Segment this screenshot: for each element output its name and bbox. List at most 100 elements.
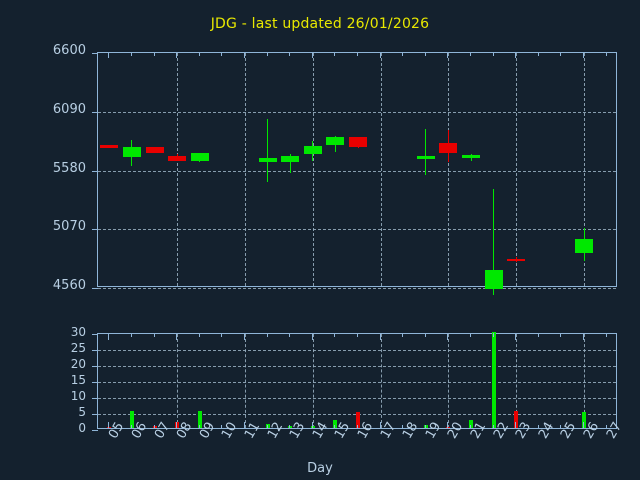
candle-body: [507, 258, 526, 261]
volume-bar: [175, 421, 180, 428]
day-gridline: [516, 334, 518, 428]
day-tick-mark-volume-top: [357, 333, 358, 337]
day-gridline: [312, 334, 314, 428]
candle-body: [484, 270, 503, 290]
day-gridline: [380, 334, 382, 428]
price-gridline: [98, 111, 616, 113]
volume-tick-mark: [92, 398, 98, 399]
price-gridline: [98, 170, 616, 172]
day-tick-mark-top: [605, 52, 607, 56]
day-gridline: [448, 53, 450, 286]
day-tick-mark-volume-top: [221, 333, 223, 337]
price-tick-label: 4560: [52, 278, 86, 293]
day-tick-mark-volume-bottom: [537, 425, 539, 429]
day-tick-mark-volume-top: [108, 333, 110, 340]
day-tick-mark-top: [221, 52, 223, 56]
day-tick-mark-volume-bottom: [583, 422, 585, 429]
volume-bar: [197, 411, 202, 428]
candle-body: [281, 155, 300, 162]
price-tick-mark: [92, 229, 98, 231]
day-tick-mark-volume-top: [311, 333, 313, 340]
volume-bar: [152, 426, 157, 428]
day-tick-mark-volume-bottom: [515, 422, 517, 429]
chart-title: JDG - last updated 26/01/2026: [210, 16, 430, 32]
volume-tick-mark: [92, 414, 98, 415]
price-plot-area: [92, 52, 617, 296]
day-tick-mark-top: [424, 52, 426, 56]
volume-tick-label: 0: [78, 421, 86, 435]
volume-bar: [265, 424, 270, 428]
volume-bar: [446, 426, 451, 428]
candle-body: [258, 157, 277, 163]
day-tick-mark-volume-top: [402, 333, 404, 337]
price-tick-label: 5070: [52, 219, 86, 235]
volume-tick-mark: [92, 430, 98, 431]
candle-body: [462, 154, 481, 159]
day-gridline: [177, 334, 179, 428]
candle-body: [145, 146, 164, 154]
candle-body: [326, 137, 345, 146]
day-tick-mark-volume-bottom: [605, 425, 607, 429]
day-tick-mark-volume-top: [243, 333, 245, 340]
volume-gridline: [98, 398, 616, 399]
day-gridline: [177, 53, 179, 286]
day-tick-mark-top: [447, 52, 449, 58]
volume-bar: [491, 332, 496, 428]
volume-bar: [288, 426, 293, 428]
day-gridline: [244, 53, 246, 286]
day-tick-mark-volume-bottom: [289, 425, 291, 429]
day-tick-mark-volume-bottom: [221, 425, 223, 429]
day-tick-mark-top: [289, 52, 291, 56]
volume-tick-label: 25: [70, 341, 86, 355]
day-tick-mark-top: [583, 52, 585, 58]
day-tick-mark-volume-top: [583, 333, 585, 340]
day-tick-mark-volume-top: [492, 333, 494, 337]
price-tick-label: 6090: [52, 101, 86, 117]
day-tick-mark-volume-top: [130, 333, 132, 337]
candle-body: [439, 143, 458, 154]
price-tick-mark: [92, 288, 98, 289]
price-gridline: [98, 288, 616, 289]
volume-bar: [356, 412, 360, 428]
candle-wick: [493, 188, 495, 296]
volume-bar: [333, 420, 338, 428]
day-gridline: [584, 334, 586, 428]
candle-body: [303, 146, 322, 155]
day-tick-mark-top: [515, 52, 517, 58]
day-tick-mark-top: [311, 52, 313, 58]
candle-wick: [425, 129, 427, 175]
day-tick-mark-volume-top: [379, 333, 381, 340]
day-tick-mark-top: [243, 52, 245, 58]
day-tick-mark-top: [108, 52, 110, 58]
day-tick-mark-volume-top: [605, 333, 607, 337]
candle-body: [168, 156, 187, 161]
day-tick-mark-top: [198, 52, 200, 56]
price-tick-mark: [92, 170, 98, 172]
volume-tick-label: 5: [78, 405, 86, 419]
volume-tick-label: 20: [70, 357, 86, 371]
day-tick-mark-volume-bottom: [198, 425, 200, 429]
day-tick-mark-volume-top: [537, 333, 539, 337]
volume-bar: [469, 420, 474, 428]
day-tick-mark-volume-top: [515, 333, 517, 340]
volume-tick-mark: [92, 382, 98, 383]
day-tick-mark-volume-top: [176, 333, 178, 340]
price-tick-label: 5580: [52, 160, 86, 176]
volume-tick-mark: [92, 350, 98, 351]
candle-body: [190, 153, 209, 162]
day-gridline: [312, 53, 314, 286]
volume-bar: [582, 412, 587, 428]
day-gridline: [244, 334, 246, 428]
day-tick-mark-volume-bottom: [266, 425, 268, 429]
volume-tick-label: 10: [70, 389, 86, 403]
day-gridline: [380, 53, 382, 286]
day-tick-mark-top: [176, 52, 178, 58]
day-tick-mark-volume-bottom: [470, 425, 472, 429]
price-tick-mark: [92, 53, 98, 54]
day-tick-mark-volume-bottom: [243, 422, 245, 429]
volume-tick-mark: [92, 366, 98, 367]
volume-plot-area: [92, 332, 617, 431]
day-tick-mark-volume-top: [470, 333, 472, 337]
day-tick-mark-volume-bottom: [447, 422, 449, 429]
